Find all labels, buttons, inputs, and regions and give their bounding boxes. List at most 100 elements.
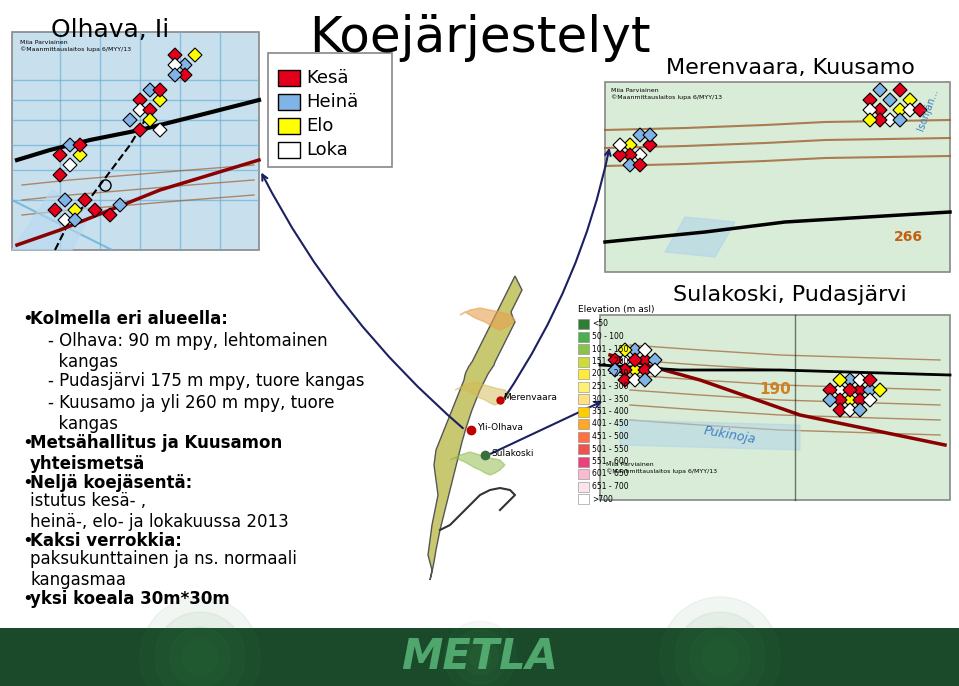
Text: •: • <box>23 532 34 550</box>
Text: >700: >700 <box>592 495 613 504</box>
Polygon shape <box>133 103 147 117</box>
Circle shape <box>453 630 507 684</box>
Polygon shape <box>450 452 505 475</box>
Bar <box>0 628 959 686</box>
Polygon shape <box>78 193 92 207</box>
Text: Kaksi verrokkia:: Kaksi verrokkia: <box>30 532 182 550</box>
Text: 151 - 200: 151 - 200 <box>592 357 628 366</box>
Polygon shape <box>863 393 877 407</box>
Text: <50: <50 <box>592 320 608 329</box>
Polygon shape <box>638 353 652 367</box>
Polygon shape <box>628 353 642 367</box>
Polygon shape <box>143 103 157 117</box>
Bar <box>578 331 589 342</box>
Polygon shape <box>853 393 867 407</box>
Polygon shape <box>618 373 632 387</box>
Text: 190: 190 <box>760 383 791 397</box>
Polygon shape <box>73 138 87 152</box>
Polygon shape <box>68 213 82 227</box>
Polygon shape <box>843 393 857 407</box>
Polygon shape <box>863 383 877 397</box>
Polygon shape <box>613 148 627 162</box>
Polygon shape <box>823 383 837 397</box>
Text: - Pudasjärvi 175 m mpy, tuore kangas: - Pudasjärvi 175 m mpy, tuore kangas <box>48 372 364 390</box>
Text: istutus kesä- ,
heinä-, elo- ja lokakuussa 2013: istutus kesä- , heinä-, elo- ja lokakuus… <box>30 492 289 531</box>
Polygon shape <box>633 158 647 172</box>
Circle shape <box>690 627 750 686</box>
Polygon shape <box>913 103 927 117</box>
Polygon shape <box>643 128 657 142</box>
Polygon shape <box>623 148 637 162</box>
Polygon shape <box>843 403 857 417</box>
Polygon shape <box>103 208 117 222</box>
Text: 251 - 300: 251 - 300 <box>592 382 628 391</box>
Circle shape <box>444 621 516 686</box>
Polygon shape <box>648 353 662 367</box>
Polygon shape <box>843 373 857 387</box>
Polygon shape <box>153 123 167 137</box>
Polygon shape <box>873 103 887 117</box>
Bar <box>578 344 589 354</box>
Bar <box>578 381 589 392</box>
Polygon shape <box>143 83 157 97</box>
Polygon shape <box>178 68 192 82</box>
Text: 401 - 450: 401 - 450 <box>592 420 629 429</box>
Bar <box>578 369 589 379</box>
Polygon shape <box>608 363 622 377</box>
Bar <box>578 419 589 429</box>
Polygon shape <box>113 198 127 212</box>
Text: Koejärjestelyt: Koejärjestelyt <box>309 14 651 62</box>
Polygon shape <box>833 393 847 407</box>
Polygon shape <box>58 193 72 207</box>
Polygon shape <box>893 113 907 127</box>
Polygon shape <box>53 168 67 182</box>
Polygon shape <box>12 190 92 250</box>
Polygon shape <box>68 203 82 217</box>
Bar <box>578 319 589 329</box>
Text: Loka: Loka <box>306 141 348 159</box>
Circle shape <box>660 597 780 686</box>
Bar <box>278 70 300 86</box>
Polygon shape <box>153 83 167 97</box>
Polygon shape <box>643 138 657 152</box>
Text: - Olhava: 90 m mpy, lehtomainen
  kangas: - Olhava: 90 m mpy, lehtomainen kangas <box>48 332 328 371</box>
Polygon shape <box>623 138 637 152</box>
Bar <box>578 357 589 366</box>
Polygon shape <box>620 420 800 450</box>
Polygon shape <box>628 343 642 357</box>
Bar <box>578 431 589 442</box>
Text: Sulakoski, Pudasjärvi: Sulakoski, Pudasjärvi <box>673 285 907 305</box>
Text: •: • <box>23 474 34 492</box>
Text: Olhava, Ii: Olhava, Ii <box>51 18 169 42</box>
Text: METLA: METLA <box>401 636 558 678</box>
Polygon shape <box>628 363 642 377</box>
Text: Yli-Olhava: Yli-Olhava <box>477 423 523 432</box>
Polygon shape <box>638 373 652 387</box>
Text: Elo: Elo <box>306 117 334 135</box>
Text: 201 - 250: 201 - 250 <box>592 370 628 379</box>
Text: Isonjän...: Isonjän... <box>916 88 940 132</box>
Bar <box>578 407 589 416</box>
Bar <box>600 315 950 500</box>
Polygon shape <box>863 103 877 117</box>
Text: Miia Parviainen
©Maanmittauslaitos lupa 6/MYY/13: Miia Parviainen ©Maanmittauslaitos lupa … <box>611 88 722 99</box>
Polygon shape <box>618 363 632 377</box>
Polygon shape <box>893 83 907 97</box>
Polygon shape <box>168 58 182 72</box>
Polygon shape <box>638 343 652 357</box>
Polygon shape <box>168 68 182 82</box>
Polygon shape <box>143 113 157 127</box>
Text: Elevation (m asl): Elevation (m asl) <box>578 305 654 314</box>
Polygon shape <box>853 403 867 417</box>
Polygon shape <box>648 363 662 377</box>
Polygon shape <box>623 158 637 172</box>
Polygon shape <box>863 93 877 107</box>
Text: Kesä: Kesä <box>306 69 348 87</box>
Polygon shape <box>153 93 167 107</box>
Polygon shape <box>873 113 887 127</box>
Text: paksukunttainen ja ns. normaali
kangasmaa: paksukunttainen ja ns. normaali kangasma… <box>30 550 297 589</box>
Polygon shape <box>903 103 917 117</box>
Polygon shape <box>833 373 847 387</box>
Text: Pukinoja: Pukinoja <box>703 424 757 446</box>
Polygon shape <box>428 276 522 580</box>
